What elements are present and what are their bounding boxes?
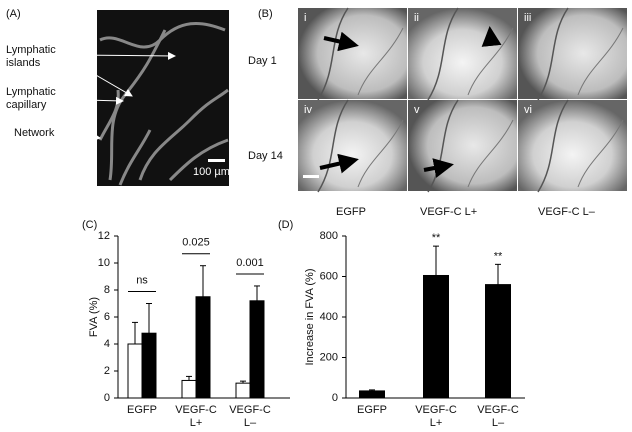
y-axis-label: FVA (%) — [88, 297, 100, 337]
vessel — [317, 7, 349, 101]
image-label: vi — [524, 104, 532, 116]
significance-label: ns — [136, 274, 148, 286]
x-tick-label: VEGF-C L– — [229, 404, 271, 429]
image-label: iii — [524, 12, 531, 24]
bar — [359, 390, 385, 399]
annotation: Lymphatic islands — [6, 44, 56, 69]
significance-label: 0.025 — [182, 237, 210, 249]
bar — [181, 379, 197, 399]
bar — [485, 284, 511, 399]
vessel — [467, 119, 514, 188]
y-tick-label: 800 — [320, 230, 338, 242]
image-label: i — [304, 12, 306, 24]
y-tick-label: 10 — [98, 257, 110, 269]
arrow — [83, 96, 124, 105]
x-tick-label: EGFP — [357, 404, 387, 416]
column-label: VEGF-C L+ — [420, 206, 478, 218]
panel-label: (D) — [278, 219, 293, 231]
bar — [235, 382, 251, 399]
annotation: Network — [14, 127, 55, 139]
arrow — [423, 158, 454, 178]
column-label: EGFP — [336, 206, 366, 218]
x-tick-label: VEGF-C L+ — [175, 404, 217, 429]
day-label: Day 14 — [248, 150, 283, 162]
y-tick-label: 600 — [320, 270, 338, 282]
scale-bar — [208, 159, 225, 162]
significance-label: 0.001 — [236, 257, 264, 269]
vessel — [577, 119, 624, 188]
image-label: v — [414, 104, 420, 116]
micrograph — [408, 8, 517, 99]
vessel — [577, 27, 624, 96]
bar — [423, 274, 449, 399]
y-axis-label: Increase in FVA (%) — [304, 269, 316, 366]
x-tick-label: VEGF-C L+ — [415, 404, 457, 429]
significance-label: ** — [494, 250, 503, 262]
panel-label: (C) — [82, 219, 97, 231]
y-tick-label: 0 — [104, 392, 110, 404]
panel-label: (A) — [6, 8, 21, 20]
y-tick-label: 4 — [104, 338, 110, 350]
annotation: Lymphatic capillary — [6, 86, 56, 111]
arrow — [59, 132, 101, 142]
y-tick-label: 400 — [320, 311, 338, 323]
micrograph — [518, 100, 627, 191]
vessel — [357, 27, 404, 96]
image-label: iv — [304, 104, 312, 116]
bar — [141, 332, 157, 399]
vessel — [467, 27, 514, 96]
micrograph — [518, 8, 627, 99]
arrow — [69, 59, 133, 97]
bar — [249, 300, 265, 399]
vessel — [537, 7, 569, 101]
image-label: ii — [414, 12, 419, 24]
vessel — [317, 99, 349, 193]
bar — [195, 296, 211, 399]
vessel — [357, 119, 404, 188]
y-tick-label: 200 — [320, 351, 338, 363]
arrow — [319, 153, 359, 174]
arrow — [69, 51, 176, 60]
vessel — [427, 99, 459, 193]
scale-label: 100 µm — [193, 166, 230, 178]
y-tick-label: 6 — [104, 311, 110, 323]
bar — [127, 343, 143, 399]
y-tick-label: 0 — [332, 392, 338, 404]
y-tick-label: 12 — [98, 230, 110, 242]
panel-label: (B) — [258, 8, 273, 20]
x-tick-label: EGFP — [127, 404, 157, 416]
vessel — [537, 99, 569, 193]
micrograph — [298, 8, 407, 99]
micrograph — [408, 100, 517, 191]
x-tick-label: VEGF-C L– — [477, 404, 519, 429]
day-label: Day 1 — [248, 55, 277, 67]
arrow — [481, 26, 502, 47]
column-label: VEGF-C L– — [538, 206, 595, 218]
scale-bar — [303, 175, 319, 178]
significance-label: ** — [432, 232, 441, 244]
y-tick-label: 2 — [104, 365, 110, 377]
y-tick-label: 8 — [104, 284, 110, 296]
vessel — [427, 7, 459, 101]
arrow — [323, 31, 359, 52]
